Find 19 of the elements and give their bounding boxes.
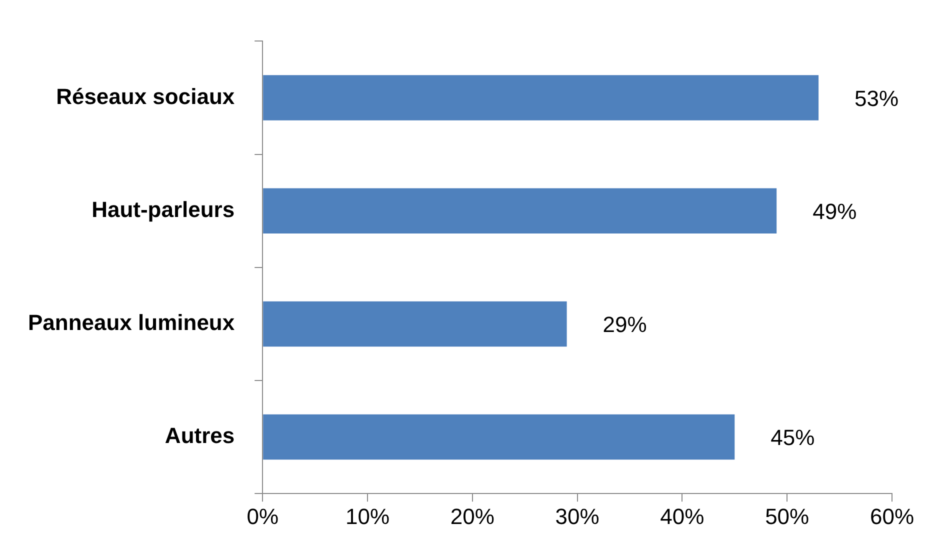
y-tick-label: Réseaux sociaux xyxy=(56,84,236,109)
x-tick-label: 20% xyxy=(450,504,494,529)
x-tick-label: 50% xyxy=(765,504,810,529)
y-tick-label: Panneaux lumineux xyxy=(28,310,236,336)
x-tick-label: 0% xyxy=(246,504,279,529)
data-label: 49% xyxy=(812,198,857,224)
bar xyxy=(263,75,819,120)
x-tick-label: 10% xyxy=(345,504,390,529)
data-label: 29% xyxy=(602,312,647,338)
y-tick-label: Autres xyxy=(164,423,235,448)
x-tick-label: 60% xyxy=(870,504,914,529)
y-tick-label: Haut-parleurs xyxy=(92,196,235,222)
data-label: 45% xyxy=(770,425,815,450)
data-label: 53% xyxy=(854,86,899,111)
x-tick-label: 40% xyxy=(660,504,704,529)
bar xyxy=(263,414,735,460)
bar xyxy=(263,301,567,347)
bar xyxy=(263,188,777,234)
x-tick-label: 30% xyxy=(555,504,600,529)
